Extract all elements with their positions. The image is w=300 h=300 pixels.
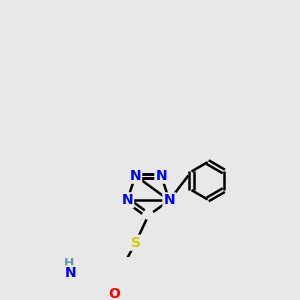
Text: N: N	[164, 193, 175, 207]
Text: O: O	[109, 286, 120, 300]
Text: S: S	[130, 236, 141, 250]
Text: N: N	[122, 193, 133, 207]
Text: N: N	[64, 266, 76, 280]
Text: N: N	[155, 169, 167, 183]
Text: H: H	[63, 256, 74, 269]
Text: N: N	[130, 169, 141, 183]
